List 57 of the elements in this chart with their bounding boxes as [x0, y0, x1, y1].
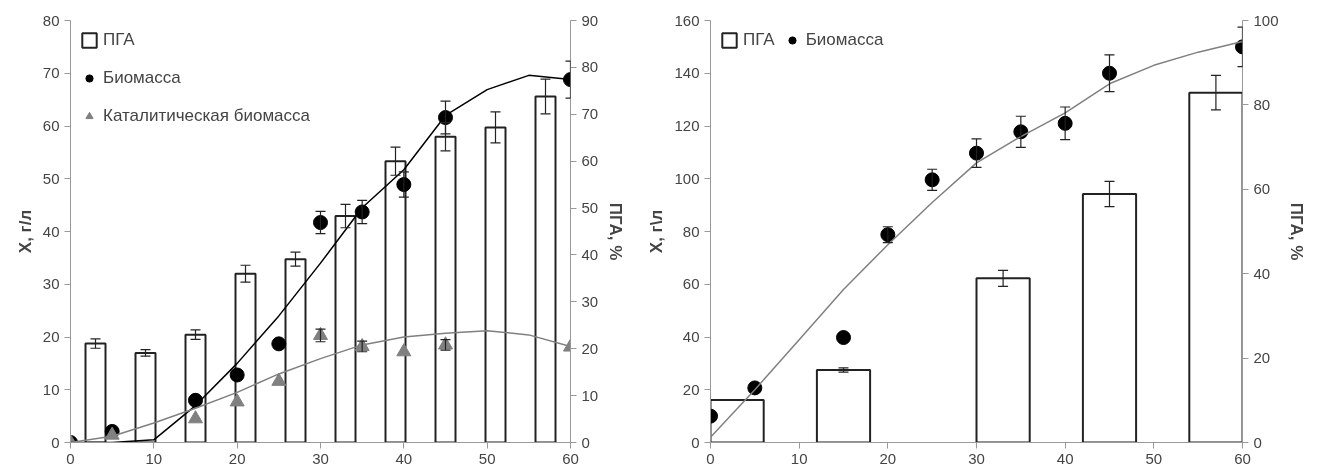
- y-tick-label: 60: [682, 275, 700, 293]
- x-tick-label: 0: [66, 449, 75, 467]
- x-tick-label: 40: [1056, 449, 1074, 467]
- y2-tick-label: 50: [581, 199, 599, 217]
- y-tick-label: 40: [42, 222, 60, 240]
- x-tick-label: 60: [562, 449, 579, 467]
- y-tick-label: 20: [42, 328, 60, 345]
- y2-tick-label: 80: [581, 58, 599, 76]
- y2-tick-label: 90: [581, 11, 599, 29]
- y-tick-label: 50: [42, 169, 60, 187]
- y2-axis-title: ПГА, %: [1286, 202, 1306, 261]
- x-tick-label: 0: [706, 449, 715, 467]
- y2-tick-label: 20: [581, 339, 599, 357]
- y2-tick-label: 100: [1253, 11, 1279, 29]
- legend-label: Каталитическая биомасса: [103, 106, 311, 126]
- x-tick-label: 30: [968, 449, 985, 467]
- x-tick-label: 10: [790, 449, 808, 467]
- y-tick-label: 80: [42, 11, 60, 29]
- y-tick-label: 140: [674, 64, 700, 82]
- y-tick-label: 120: [674, 117, 700, 134]
- y-axis-title: X, г\л: [647, 209, 667, 254]
- y-tick-label: 40: [682, 328, 700, 345]
- y-tick-label: 70: [42, 64, 60, 82]
- y2-tick-label: 10: [581, 386, 599, 404]
- y-tick-label: 60: [42, 117, 60, 134]
- y-tick-label: 80: [682, 222, 700, 240]
- y2-tick-label: 0: [581, 433, 590, 451]
- y2-tick-label: 40: [581, 245, 599, 263]
- legend-label: ПГА: [103, 30, 135, 50]
- x-tick-label: 10: [145, 449, 163, 467]
- y2-axis-title: ПГА, %: [606, 202, 626, 261]
- x-tick-label: 20: [228, 449, 246, 467]
- legend-label: Биомасса: [103, 68, 181, 88]
- y-tick-label: 0: [51, 433, 60, 451]
- y2-tick-label: 60: [581, 152, 599, 170]
- x-tick-label: 50: [478, 449, 496, 467]
- x-tick-label: 30: [312, 449, 329, 467]
- x-tick-label: 20: [879, 449, 897, 467]
- y-axis-title: X, г/л: [15, 209, 35, 254]
- x-tick-label: 40: [395, 449, 413, 467]
- y2-tick-label: 60: [1253, 180, 1271, 198]
- legend-label: Биомасса: [805, 30, 884, 50]
- y-tick-label: 100: [674, 169, 700, 187]
- y-tick-label: 0: [691, 433, 700, 451]
- y2-tick-label: 40: [1253, 264, 1271, 282]
- y2-tick-label: 70: [581, 105, 599, 123]
- legend-label: ПГА: [743, 30, 775, 50]
- y2-tick-label: 30: [581, 292, 599, 310]
- y2-tick-label: 20: [1253, 349, 1271, 367]
- y-tick-label: 160: [674, 11, 700, 29]
- y-tick-label: 20: [682, 380, 700, 398]
- y-tick-label: 30: [42, 275, 60, 293]
- y-tick-label: 10: [42, 380, 60, 398]
- x-tick-label: 50: [1145, 449, 1163, 467]
- y2-tick-label: 0: [1253, 433, 1262, 451]
- x-tick-label: 60: [1234, 449, 1251, 467]
- y2-tick-label: 80: [1253, 95, 1271, 113]
